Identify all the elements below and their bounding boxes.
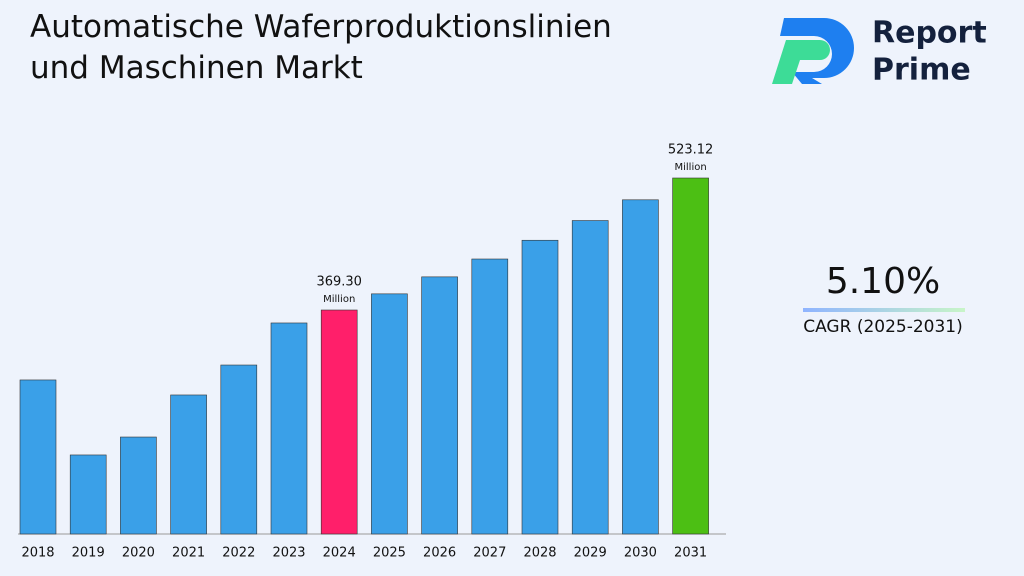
brand-line2: Prime bbox=[872, 53, 971, 88]
value-unit: Million bbox=[674, 162, 706, 173]
x-tick-label: 2031 bbox=[674, 546, 707, 561]
x-tick-label: 2024 bbox=[323, 546, 356, 561]
bar bbox=[320, 309, 358, 535]
bar bbox=[270, 322, 308, 535]
bar bbox=[571, 220, 609, 535]
bar bbox=[69, 454, 107, 535]
x-tick-label: 2020 bbox=[122, 546, 155, 561]
value-label: 523.12 bbox=[668, 143, 714, 158]
value-label: 369.30 bbox=[316, 275, 362, 290]
x-tick-label: 2022 bbox=[222, 546, 255, 561]
bar bbox=[672, 177, 709, 535]
chart-title: Automatische Waferproduktionslinien und M… bbox=[30, 9, 612, 86]
x-tick-label: 2021 bbox=[172, 546, 205, 561]
x-tick-label: 2029 bbox=[574, 546, 607, 561]
x-tick-label: 2023 bbox=[272, 546, 305, 561]
x-tick-label: 2030 bbox=[624, 546, 657, 561]
x-tick-label: 2026 bbox=[423, 546, 456, 561]
x-tick-label: 2019 bbox=[72, 546, 105, 561]
bar bbox=[220, 364, 258, 535]
bar bbox=[471, 258, 509, 535]
x-tick-label: 2018 bbox=[21, 546, 54, 561]
cagr-underline bbox=[803, 308, 965, 312]
cagr-label: CAGR (2025-2031) bbox=[803, 317, 963, 337]
brand-line1: Report bbox=[872, 16, 987, 51]
bar bbox=[19, 379, 57, 535]
logo: Report Prime bbox=[772, 16, 987, 88]
bar bbox=[421, 276, 458, 535]
x-tick-label: 2027 bbox=[473, 546, 506, 561]
x-tick-label: 2025 bbox=[373, 546, 406, 561]
bar bbox=[521, 239, 559, 535]
x-tick-label: 2028 bbox=[523, 546, 556, 561]
bar bbox=[622, 199, 659, 535]
value-unit: Million bbox=[323, 294, 355, 305]
bar bbox=[371, 293, 408, 535]
bar bbox=[120, 436, 157, 535]
cagr-value: 5.10% bbox=[826, 261, 940, 302]
bar bbox=[170, 394, 207, 535]
